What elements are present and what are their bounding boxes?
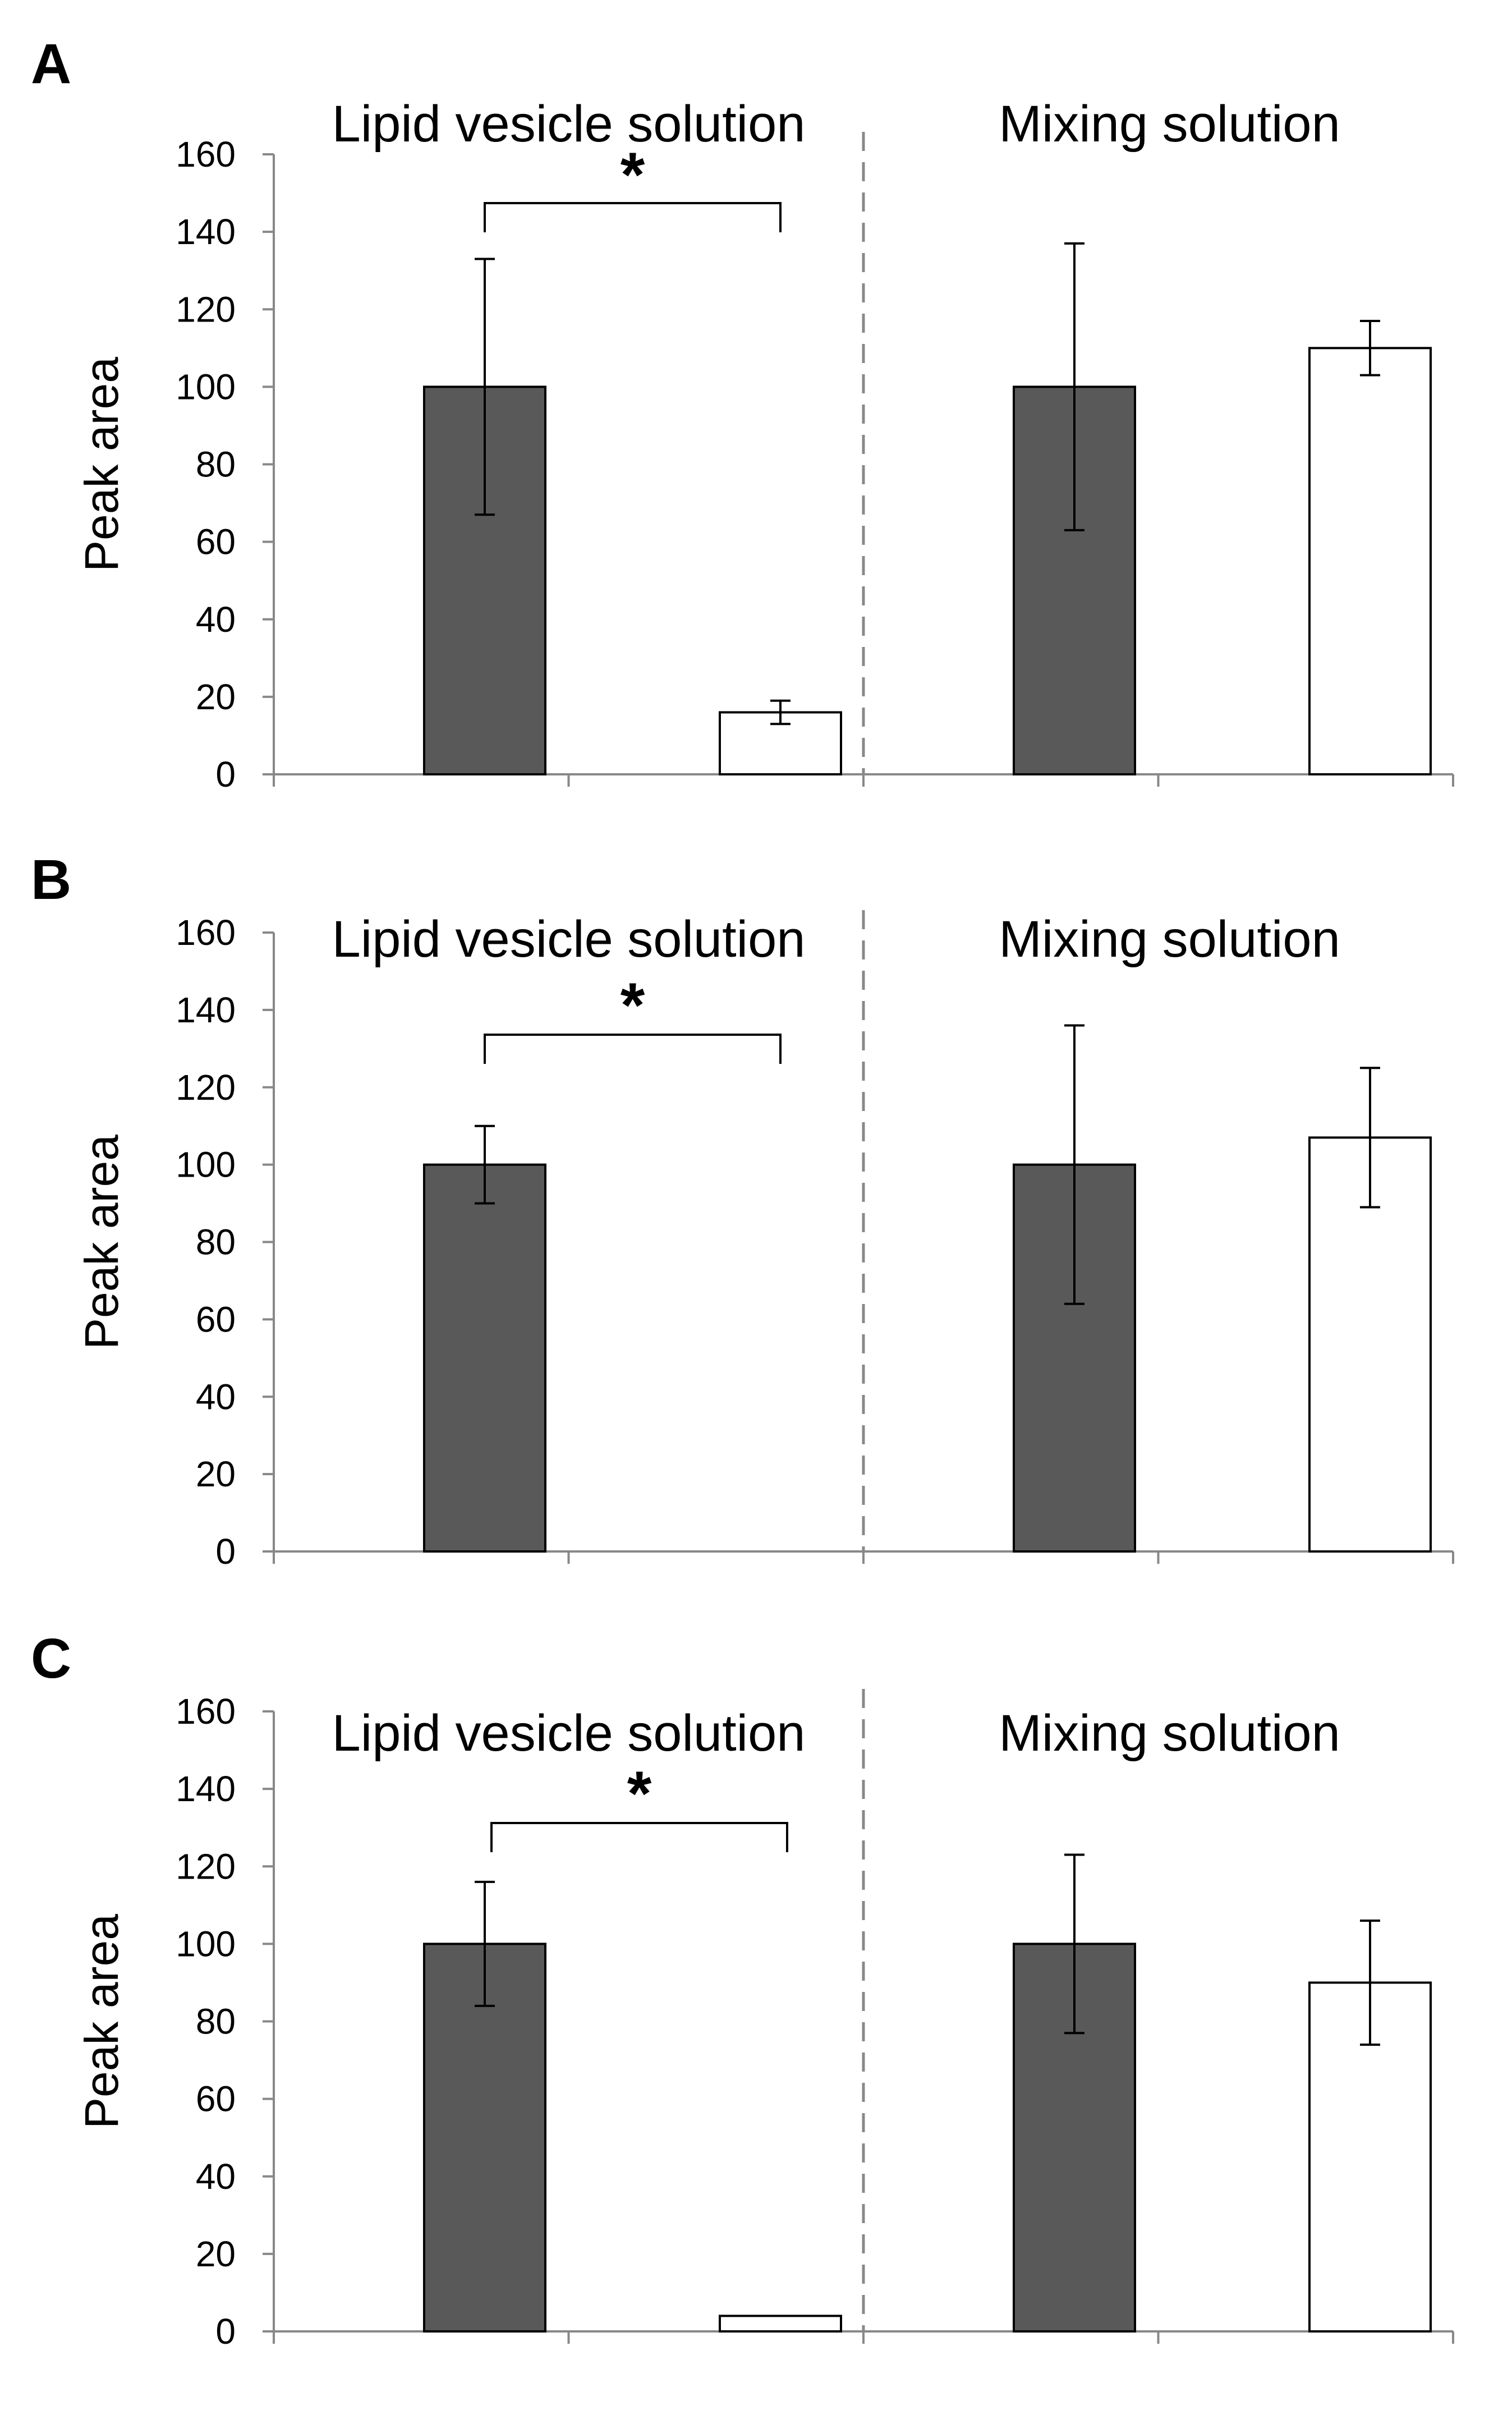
y-tick-label: 0 xyxy=(215,1531,236,1572)
group-title: Mixing solution xyxy=(999,911,1340,968)
group-title: Lipid vesicle solution xyxy=(332,1705,806,1762)
y-tick-label: 40 xyxy=(196,1376,236,1417)
significance-star: * xyxy=(627,1759,652,1829)
panel-letter: B xyxy=(31,848,71,911)
group-title: Mixing solution xyxy=(999,95,1340,153)
y-tick-label: 60 xyxy=(196,1299,236,1339)
y-tick-label: 40 xyxy=(196,2156,236,2197)
panel-letter: A xyxy=(31,33,71,95)
group-title: Lipid vesicle solution xyxy=(332,911,806,968)
y-axis-label: Peak area xyxy=(75,357,128,572)
y-tick-label: 20 xyxy=(196,2234,236,2274)
y-tick-label: 160 xyxy=(176,1691,236,1732)
y-tick-label: 60 xyxy=(196,2079,236,2119)
y-tick-label: 80 xyxy=(196,2001,236,2042)
significance-bracket xyxy=(490,1822,788,1852)
bar-white xyxy=(1308,347,1432,775)
y-tick-label: 160 xyxy=(176,134,236,175)
significance-bracket xyxy=(484,1034,782,1064)
y-tick-label: 120 xyxy=(176,1067,236,1108)
y-tick-label: 120 xyxy=(176,289,236,329)
y-tick-label: 100 xyxy=(176,1923,236,1964)
chart-panel-B: B 0 20 40 60 80 100 120 140 160 Peak area Lipid ves… xyxy=(31,848,1454,1572)
y-axis-label: Peak area xyxy=(75,1914,128,2129)
significance-star: * xyxy=(621,140,645,210)
bar-white xyxy=(719,2315,842,2333)
y-tick-label: 0 xyxy=(215,754,236,795)
y-axis-label: Peak area xyxy=(75,1135,128,1349)
chart-panel-C: C 0 20 40 60 80 100 120 140 160 Peak area Lipid ves… xyxy=(31,1627,1454,2352)
chart-panel-A: A 0 20 40 60 80 100 120 140 160 Peak area Lipid ves… xyxy=(31,33,1454,795)
significance-star: * xyxy=(621,970,645,1040)
y-tick-label: 80 xyxy=(196,1222,236,1262)
group-title: Lipid vesicle solution xyxy=(332,95,806,153)
y-tick-label: 140 xyxy=(176,212,236,252)
y-tick-label: 20 xyxy=(196,677,236,717)
group-title: Mixing solution xyxy=(999,1705,1340,1762)
y-tick-label: 100 xyxy=(176,1145,236,1185)
y-tick-label: 40 xyxy=(196,599,236,640)
bar-dark xyxy=(423,1943,546,2333)
y-tick-label: 120 xyxy=(176,1846,236,1886)
significance-bracket xyxy=(484,202,782,232)
y-tick-label: 80 xyxy=(196,444,236,485)
y-tick-label: 140 xyxy=(176,1769,236,1809)
y-tick-label: 0 xyxy=(215,2311,236,2352)
y-tick-label: 20 xyxy=(196,1454,236,1494)
y-tick-label: 100 xyxy=(176,366,236,407)
y-tick-label: 60 xyxy=(196,522,236,562)
bar-dark xyxy=(423,1163,546,1553)
y-tick-label: 160 xyxy=(176,912,236,953)
y-tick-label: 140 xyxy=(176,990,236,1030)
panel-letter: C xyxy=(31,1627,71,1690)
